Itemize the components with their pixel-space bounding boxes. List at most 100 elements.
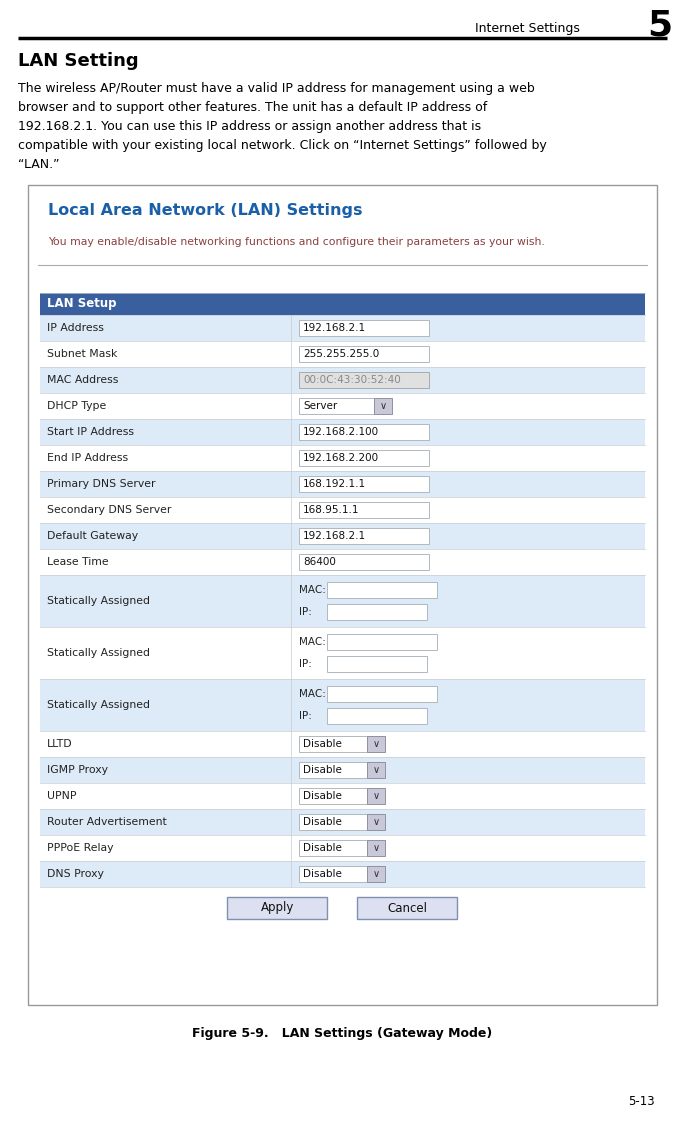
Text: ∨: ∨: [379, 401, 386, 411]
Bar: [40, 393, 645, 419]
Bar: [374, 398, 392, 414]
Text: IP:: IP:: [299, 608, 312, 618]
Bar: [40, 575, 645, 627]
Text: Disable: Disable: [303, 739, 342, 749]
Text: IP Address: IP Address: [47, 323, 104, 334]
Bar: [367, 840, 385, 856]
Bar: [327, 582, 437, 597]
Text: Start IP Address: Start IP Address: [47, 427, 134, 437]
Text: Disable: Disable: [303, 818, 342, 827]
Text: Apply: Apply: [261, 902, 294, 914]
Text: 192.168.2.200: 192.168.2.200: [303, 453, 379, 463]
Bar: [40, 471, 645, 497]
Text: The wireless AP/Router must have a valid IP address for management using a web: The wireless AP/Router must have a valid…: [18, 82, 535, 95]
Text: browser and to support other features. The unit has a default IP address of: browser and to support other features. T…: [18, 101, 487, 115]
Bar: [299, 763, 367, 778]
Bar: [367, 866, 385, 882]
Text: Cancel: Cancel: [388, 902, 427, 914]
Bar: [40, 523, 645, 549]
Text: Server: Server: [303, 401, 337, 411]
Text: Router Advertisement: Router Advertisement: [47, 818, 166, 827]
Text: Statically Assigned: Statically Assigned: [47, 596, 150, 606]
Text: ∨: ∨: [373, 869, 379, 879]
Bar: [358, 897, 458, 919]
Bar: [40, 549, 645, 575]
Bar: [299, 398, 374, 414]
Bar: [299, 476, 429, 492]
Bar: [299, 736, 367, 752]
Bar: [299, 320, 429, 336]
Bar: [327, 604, 427, 620]
Text: 168.95.1.1: 168.95.1.1: [303, 505, 360, 515]
Text: 86400: 86400: [303, 557, 336, 567]
Bar: [367, 736, 385, 752]
Bar: [40, 341, 645, 367]
Bar: [40, 731, 645, 757]
Text: Secondary DNS Server: Secondary DNS Server: [47, 505, 171, 515]
Text: ∨: ∨: [373, 818, 379, 827]
Text: Internet Settings: Internet Settings: [475, 22, 580, 35]
Text: Disable: Disable: [303, 869, 342, 879]
Text: Subnet Mask: Subnet Mask: [47, 349, 117, 359]
Bar: [299, 788, 367, 804]
Text: UPNP: UPNP: [47, 791, 77, 801]
Text: Figure 5-9.   LAN Settings (Gateway Mode): Figure 5-9. LAN Settings (Gateway Mode): [192, 1028, 493, 1040]
Text: MAC:: MAC:: [299, 688, 326, 699]
Text: Disable: Disable: [303, 791, 342, 801]
Text: 192.168.2.1. You can use this IP address or assign another address that is: 192.168.2.1. You can use this IP address…: [18, 120, 481, 133]
Text: Statically Assigned: Statically Assigned: [47, 700, 150, 710]
Text: Statically Assigned: Statically Assigned: [47, 648, 150, 658]
Text: ∨: ∨: [373, 765, 379, 775]
Text: IP:: IP:: [299, 712, 312, 721]
Text: 192.168.2.1: 192.168.2.1: [303, 323, 366, 334]
Bar: [299, 502, 429, 518]
Text: DHCP Type: DHCP Type: [47, 401, 106, 411]
Text: ∨: ∨: [373, 843, 379, 853]
Text: LAN Setting: LAN Setting: [18, 52, 138, 70]
Bar: [40, 445, 645, 471]
Text: 192.168.2.1: 192.168.2.1: [303, 531, 366, 541]
Text: MAC Address: MAC Address: [47, 375, 119, 385]
Text: Local Area Network (LAN) Settings: Local Area Network (LAN) Settings: [48, 203, 362, 218]
Bar: [367, 814, 385, 830]
Text: End IP Address: End IP Address: [47, 453, 128, 463]
Bar: [299, 866, 367, 882]
Text: “LAN.”: “LAN.”: [18, 158, 60, 171]
Text: 255.255.255.0: 255.255.255.0: [303, 349, 379, 359]
Text: IP:: IP:: [299, 659, 312, 669]
Bar: [299, 554, 429, 570]
Text: 192.168.2.100: 192.168.2.100: [303, 427, 379, 437]
Text: Disable: Disable: [303, 843, 342, 853]
Text: MAC:: MAC:: [299, 637, 326, 647]
Text: IGMP Proxy: IGMP Proxy: [47, 765, 108, 775]
Text: Default Gateway: Default Gateway: [47, 531, 138, 541]
Bar: [227, 897, 327, 919]
Bar: [299, 424, 429, 440]
Bar: [40, 679, 645, 731]
Text: 00:0C:43:30:52:40: 00:0C:43:30:52:40: [303, 375, 401, 385]
Bar: [299, 814, 367, 830]
Bar: [327, 657, 427, 673]
Bar: [299, 840, 367, 856]
Text: You may enable/disable networking functions and configure their parameters as yo: You may enable/disable networking functi…: [48, 237, 545, 247]
Bar: [40, 627, 645, 679]
Text: 5: 5: [647, 8, 672, 42]
Text: 168.192.1.1: 168.192.1.1: [303, 480, 366, 489]
Bar: [327, 685, 437, 702]
Text: LLTD: LLTD: [47, 739, 73, 749]
Text: ∨: ∨: [373, 791, 379, 801]
Bar: [40, 836, 645, 861]
Text: 5-13: 5-13: [628, 1095, 655, 1108]
Text: ∨: ∨: [373, 739, 379, 749]
Bar: [40, 809, 645, 836]
Text: compatible with your existing local network. Click on “Internet Settings” follow: compatible with your existing local netw…: [18, 139, 547, 152]
Text: Lease Time: Lease Time: [47, 557, 109, 567]
Bar: [367, 763, 385, 778]
Bar: [40, 293, 645, 314]
Text: PPPoE Relay: PPPoE Relay: [47, 843, 114, 853]
Bar: [40, 757, 645, 783]
Bar: [299, 346, 429, 362]
Bar: [40, 419, 645, 445]
Bar: [40, 861, 645, 887]
Text: MAC:: MAC:: [299, 585, 326, 594]
